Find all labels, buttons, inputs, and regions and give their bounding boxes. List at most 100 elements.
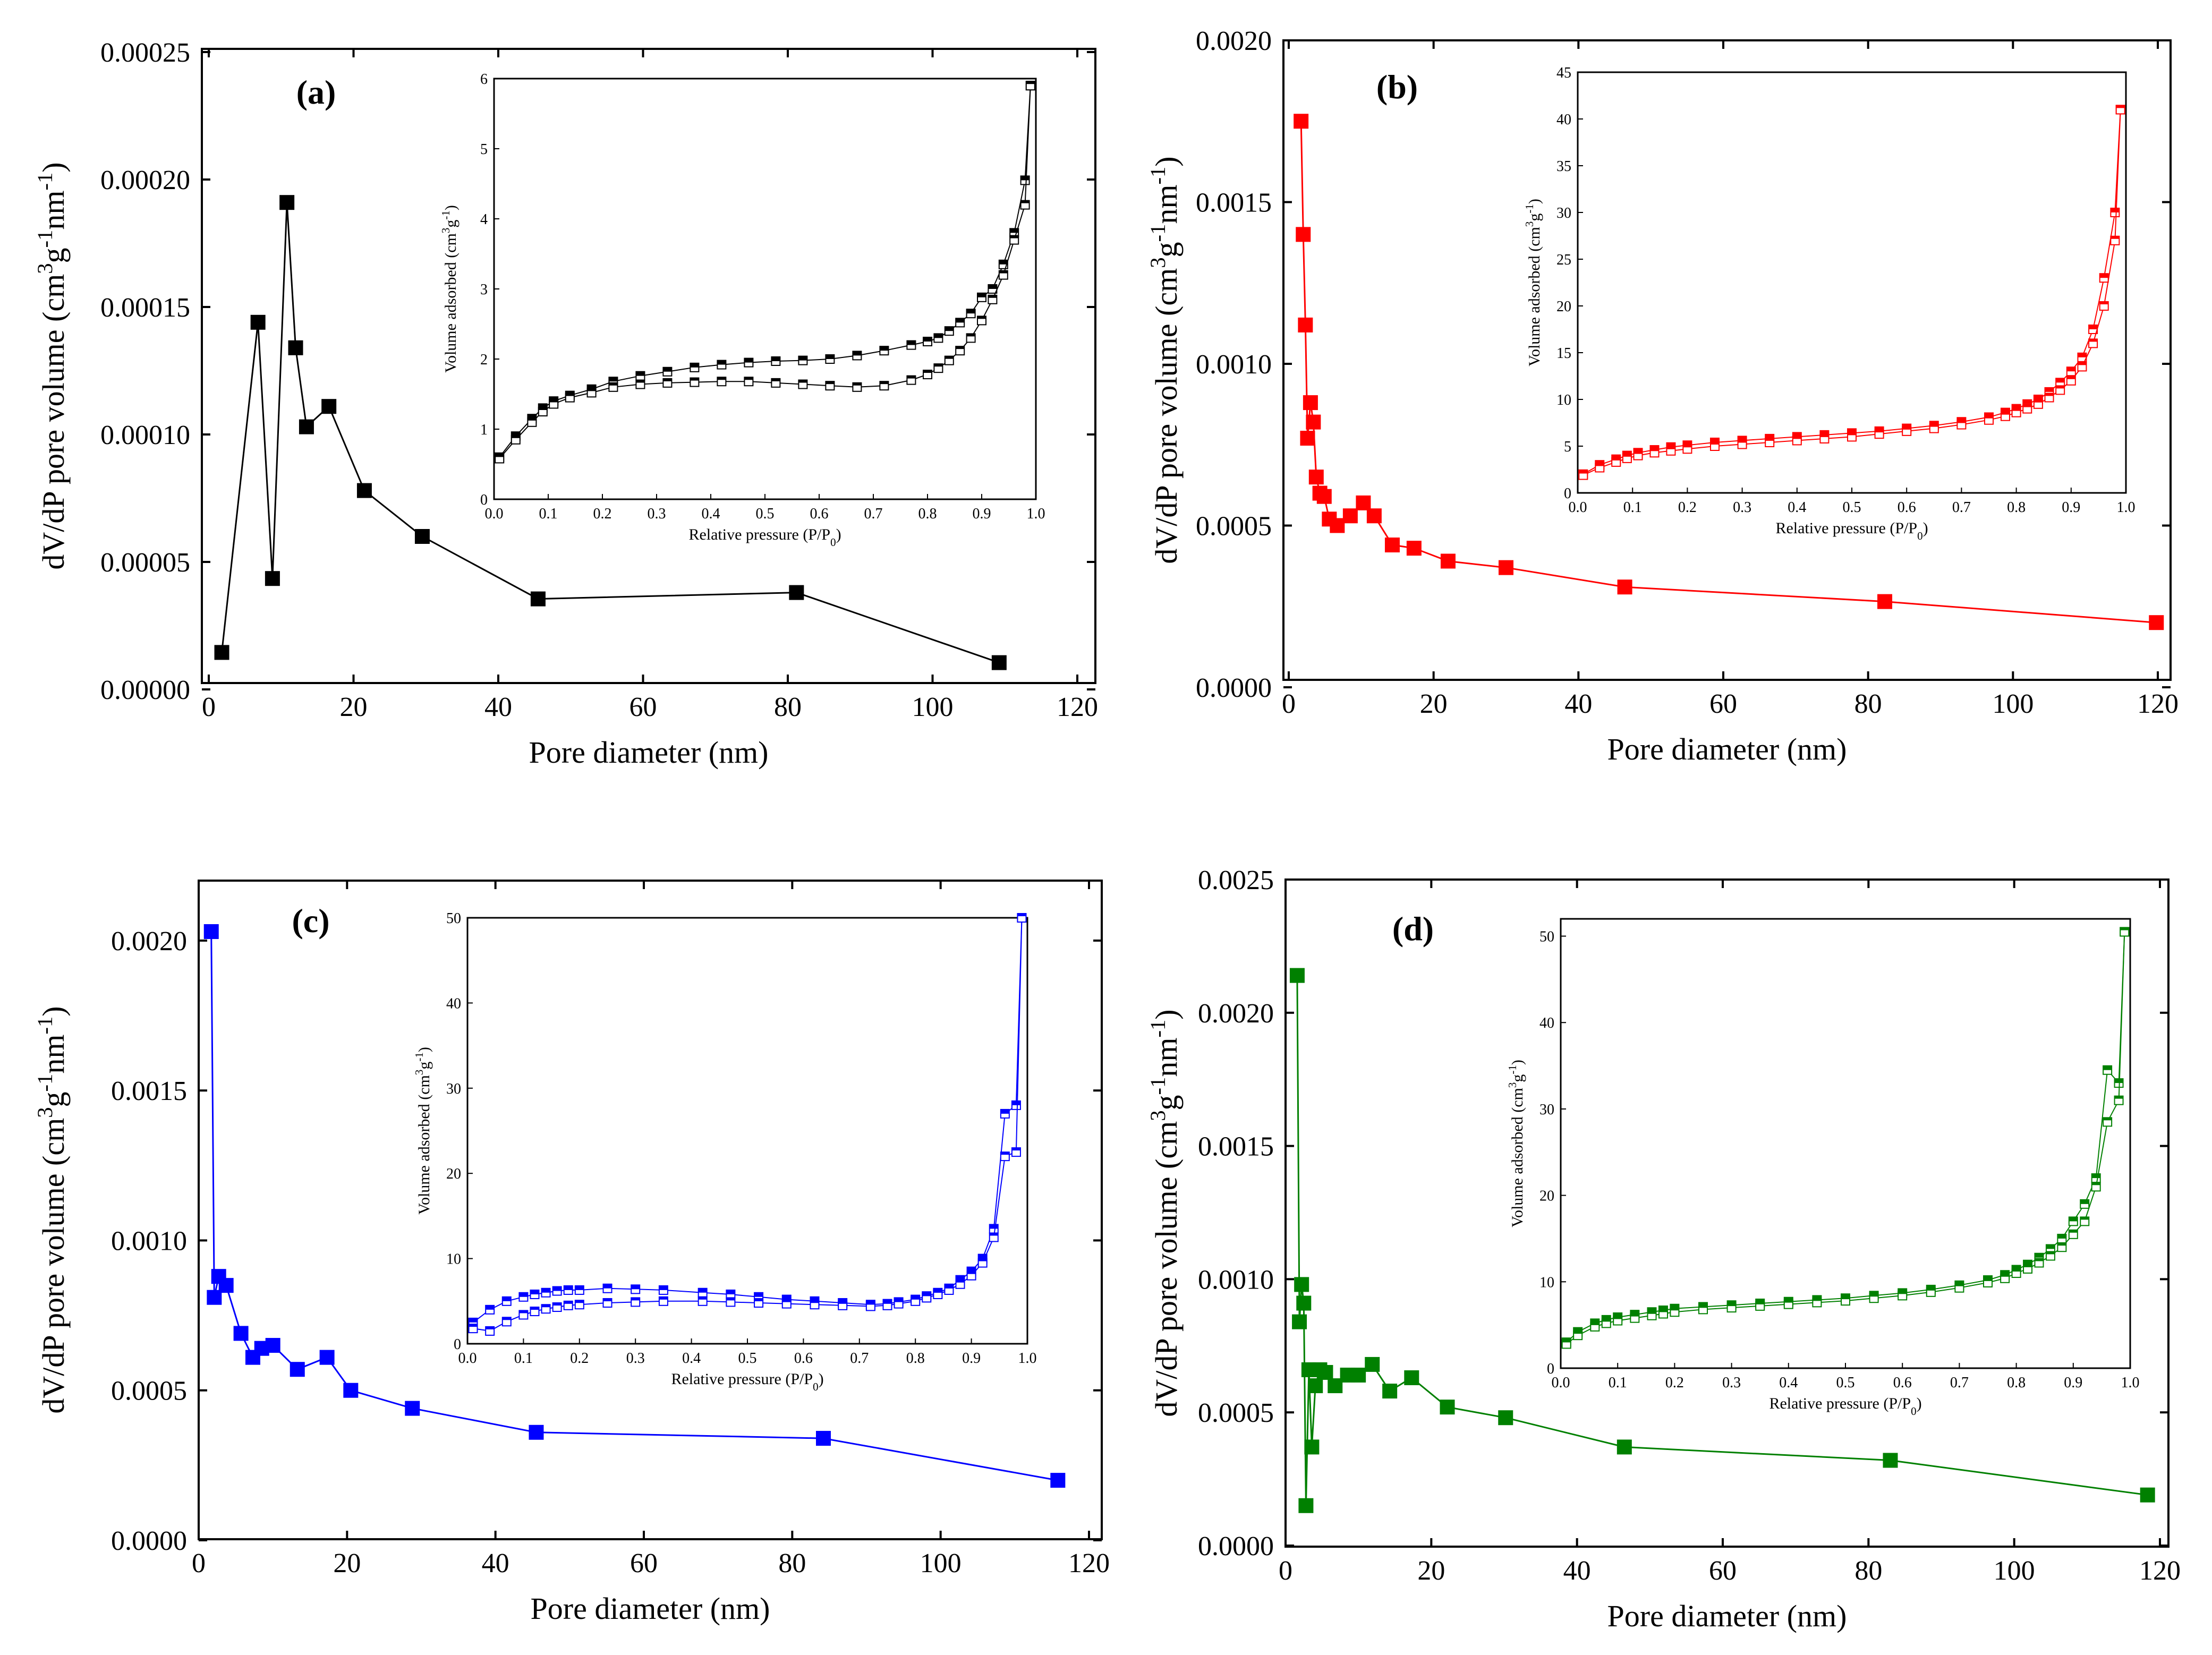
inset-x-tick-label: 0.7 (850, 1350, 869, 1367)
inset-point-fill (989, 1224, 998, 1229)
inset-x-tick-label: 0.5 (1836, 1375, 1855, 1391)
inset-y-tick-label: 0 (454, 1336, 461, 1353)
inset-point-fill (2034, 399, 2043, 403)
inset-point-fill (1711, 442, 1719, 445)
x-tick-label: 20 (1420, 689, 1448, 719)
label-part: ) (1509, 1060, 1526, 1065)
inset-point-fill (690, 378, 699, 381)
inset-point-fill (1670, 1304, 1679, 1309)
inset-point-fill (541, 1288, 550, 1293)
panel-c: 0 20 40 60 80 100 1200.00000.00050.00100.00150… (33, 880, 1110, 1626)
superscript: 3 (33, 263, 57, 274)
inset-point-fill (1573, 1331, 1583, 1334)
x-tick-label: 0 (192, 1548, 206, 1579)
inset-point-fill (2001, 408, 2010, 413)
inset-point-fill (978, 1258, 987, 1261)
inset-y-tick-label: 30 (446, 1081, 461, 1097)
superscript: -1 (33, 1017, 57, 1035)
x-tick-label: 120 (2139, 1556, 2181, 1586)
superscript: 3 (1523, 221, 1536, 227)
inset-point-fill (1602, 1319, 1611, 1322)
y-tick-label: 0.00015 (100, 293, 190, 323)
inset-point-fill (565, 393, 574, 396)
inset-point-fill (1683, 441, 1692, 446)
inset-point-fill (1792, 432, 1801, 437)
data-point (1306, 414, 1321, 430)
inset-y-tick-label: 30 (1556, 205, 1571, 221)
inset-point-fill (999, 270, 1008, 274)
data-point (1298, 317, 1313, 332)
data-point (214, 645, 229, 660)
inset-point-fill (1622, 454, 1631, 457)
inset-point-fill (659, 1285, 668, 1290)
data-point (2149, 615, 2164, 630)
inset-point-fill (530, 1307, 539, 1310)
inset-point-fill (1017, 914, 1026, 916)
inset-x-tick-label: 0.8 (906, 1350, 925, 1367)
inset-point-fill (549, 397, 558, 402)
inset-point-fill (853, 351, 862, 356)
inset-point-fill (726, 1290, 735, 1294)
inset-chart: 0.0 0.1 0.2 0.3 0.4 0.5 0.6 0.7 0.8 0.9 1.0 0 5 10 15 2… (1523, 65, 2136, 542)
inset-x-tick-label: 0.3 (1722, 1375, 1741, 1391)
inset-x-tick-label: 1.0 (2121, 1375, 2140, 1391)
inset-point-fill (880, 381, 889, 385)
inset-point-fill (552, 1286, 561, 1291)
label-part: ) (36, 162, 71, 172)
inset-point-fill (945, 327, 954, 331)
inset-point-fill (502, 1296, 511, 1301)
data-point (1289, 968, 1305, 983)
inset-point-fill (934, 364, 943, 367)
data-point (1883, 1453, 1898, 1468)
inset-x-axis-label: Relative pressure (P/P0) (1775, 519, 1928, 542)
data-point (2140, 1487, 2155, 1503)
inset-point-fill (1613, 1316, 1622, 1319)
inset-x-tick-label: 0.3 (648, 506, 666, 522)
inset-x-axis-label: Relative pressure (P/P0) (688, 526, 841, 549)
data-point (279, 195, 295, 210)
inset-point-fill (1622, 451, 1631, 456)
inset-point-fill (1711, 438, 1719, 442)
inset-point-fill (1573, 1327, 1583, 1332)
label-part: ) (442, 205, 460, 210)
panel-label: (c) (292, 902, 329, 940)
inset-point-fill (977, 293, 986, 297)
label-part: ) (1917, 1395, 1922, 1412)
inset-x-tick-label: 0.6 (1898, 499, 1916, 516)
y-tick-label: 0.0015 (111, 1076, 187, 1106)
inset-point-fill (2078, 353, 2087, 357)
label-part: Relative pressure (P/P (688, 526, 830, 543)
data-point (1304, 1439, 1320, 1455)
inset-x-axis-label: Relative pressure (P/P0) (1769, 1395, 1921, 1418)
data-point (1318, 1364, 1333, 1380)
inset-frame (466, 917, 1028, 1345)
inset-point-fill (519, 1292, 528, 1297)
x-tick-label: 100 (912, 692, 954, 722)
inset-point-fill (826, 355, 835, 359)
x-tick-label: 80 (778, 1548, 806, 1579)
x-tick-label: 40 (482, 1548, 509, 1579)
inset-point-fill (1813, 1298, 1822, 1301)
inset-point-fill (956, 346, 965, 349)
inset-point-fill (1647, 1308, 1656, 1312)
inset-point-fill (1756, 1301, 1765, 1304)
inset-point-fill (1658, 1306, 1667, 1310)
label-part: dV/dP pore volume (cm (36, 1118, 71, 1414)
inset-point-fill (1955, 1283, 1964, 1286)
superscript: 3 (439, 228, 452, 234)
inset-point-fill (2023, 399, 2032, 404)
inset-x-tick-label: 0.1 (1623, 499, 1642, 516)
inset-point-fill (1792, 436, 1801, 439)
y-tick-label: 0.0005 (111, 1376, 187, 1406)
inset-point-fill (2056, 378, 2065, 383)
inset-point-fill (838, 1301, 847, 1304)
data-point (1404, 1370, 1419, 1385)
x-tick-label: 20 (1417, 1556, 1445, 1586)
label-part: ) (36, 1006, 71, 1016)
data-point (218, 1278, 234, 1293)
inset-point-fill (988, 285, 997, 289)
panel-label: (a) (296, 73, 336, 111)
inset-point-fill (698, 1296, 707, 1300)
inset-point-fill (1590, 1319, 1600, 1324)
inset-y-tick-label: 30 (1539, 1102, 1554, 1118)
